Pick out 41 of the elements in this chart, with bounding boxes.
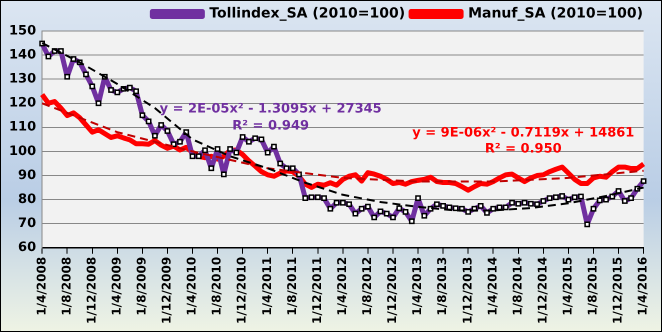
x-tick-label: 1/12/2010 bbox=[234, 256, 249, 324]
x-tick-label: 1/12/2013 bbox=[460, 256, 474, 324]
annotation: R² = 0.950 bbox=[484, 142, 562, 157]
legend-label: Manuf_SA (2010=100) bbox=[468, 6, 644, 22]
x-tick-label: 1/12/2015 bbox=[610, 256, 625, 324]
x-tick-label: 1/4/2012 bbox=[334, 256, 349, 316]
x-tick-label: 1/4/2016 bbox=[636, 256, 650, 316]
x-tick-label: 1/8/2013 bbox=[435, 256, 450, 316]
x-tick-label: 1/12/2008 bbox=[84, 256, 98, 324]
x-tick-label: 1/12/2009 bbox=[160, 256, 174, 324]
x-tick-label: 1/4/2013 bbox=[410, 256, 424, 316]
x-tick-label: 1/4/2008 bbox=[34, 256, 48, 316]
x-tick-label: 1/8/2010 bbox=[210, 256, 224, 316]
y-tick-label: 150 bbox=[8, 23, 36, 38]
y-tick-label: 90 bbox=[18, 168, 36, 183]
x-tick-label: 1/4/2010 bbox=[184, 256, 199, 316]
x-tick-label: 1/4/2009 bbox=[109, 256, 124, 316]
y-tick-label: 80 bbox=[18, 192, 36, 207]
x-tick-label: 1/8/2014 bbox=[510, 256, 524, 316]
y-tick-label: 110 bbox=[8, 120, 36, 135]
x-tick-label: 1/12/2012 bbox=[385, 256, 400, 324]
y-tick-label: 140 bbox=[8, 47, 36, 62]
y-tick-label: 60 bbox=[18, 240, 36, 256]
x-tick-label: 1/4/2014 bbox=[485, 256, 500, 316]
x-tick-label: 1/4/2011 bbox=[260, 256, 274, 316]
annotation: y = 2E-05x² - 1.3095x + 27345 bbox=[160, 102, 382, 117]
x-tick-label: 1/8/2012 bbox=[360, 256, 374, 316]
x-tick-label: 1/12/2014 bbox=[535, 256, 550, 324]
x-tick-label: 1/8/2009 bbox=[134, 256, 149, 316]
x-tick-label: 1/4/2015 bbox=[560, 256, 575, 316]
annotation: y = 9E-06x² - 0.7119x + 14861 bbox=[412, 125, 634, 140]
x-tick-label: 1/8/2011 bbox=[284, 256, 299, 316]
legend-label: Tollindex_SA (2010=100) bbox=[209, 6, 406, 22]
y-tick-label: 70 bbox=[18, 216, 36, 232]
x-tick-label: 1/8/2008 bbox=[59, 256, 74, 316]
x-tick-label: 1/12/2011 bbox=[310, 256, 324, 324]
x-tick-label: 1/8/2015 bbox=[586, 256, 600, 316]
y-tick-label: 130 bbox=[8, 72, 36, 87]
y-tick-label: 100 bbox=[8, 144, 36, 159]
annotation: R² = 0.949 bbox=[232, 118, 310, 134]
y-tick-label: 120 bbox=[8, 96, 36, 111]
